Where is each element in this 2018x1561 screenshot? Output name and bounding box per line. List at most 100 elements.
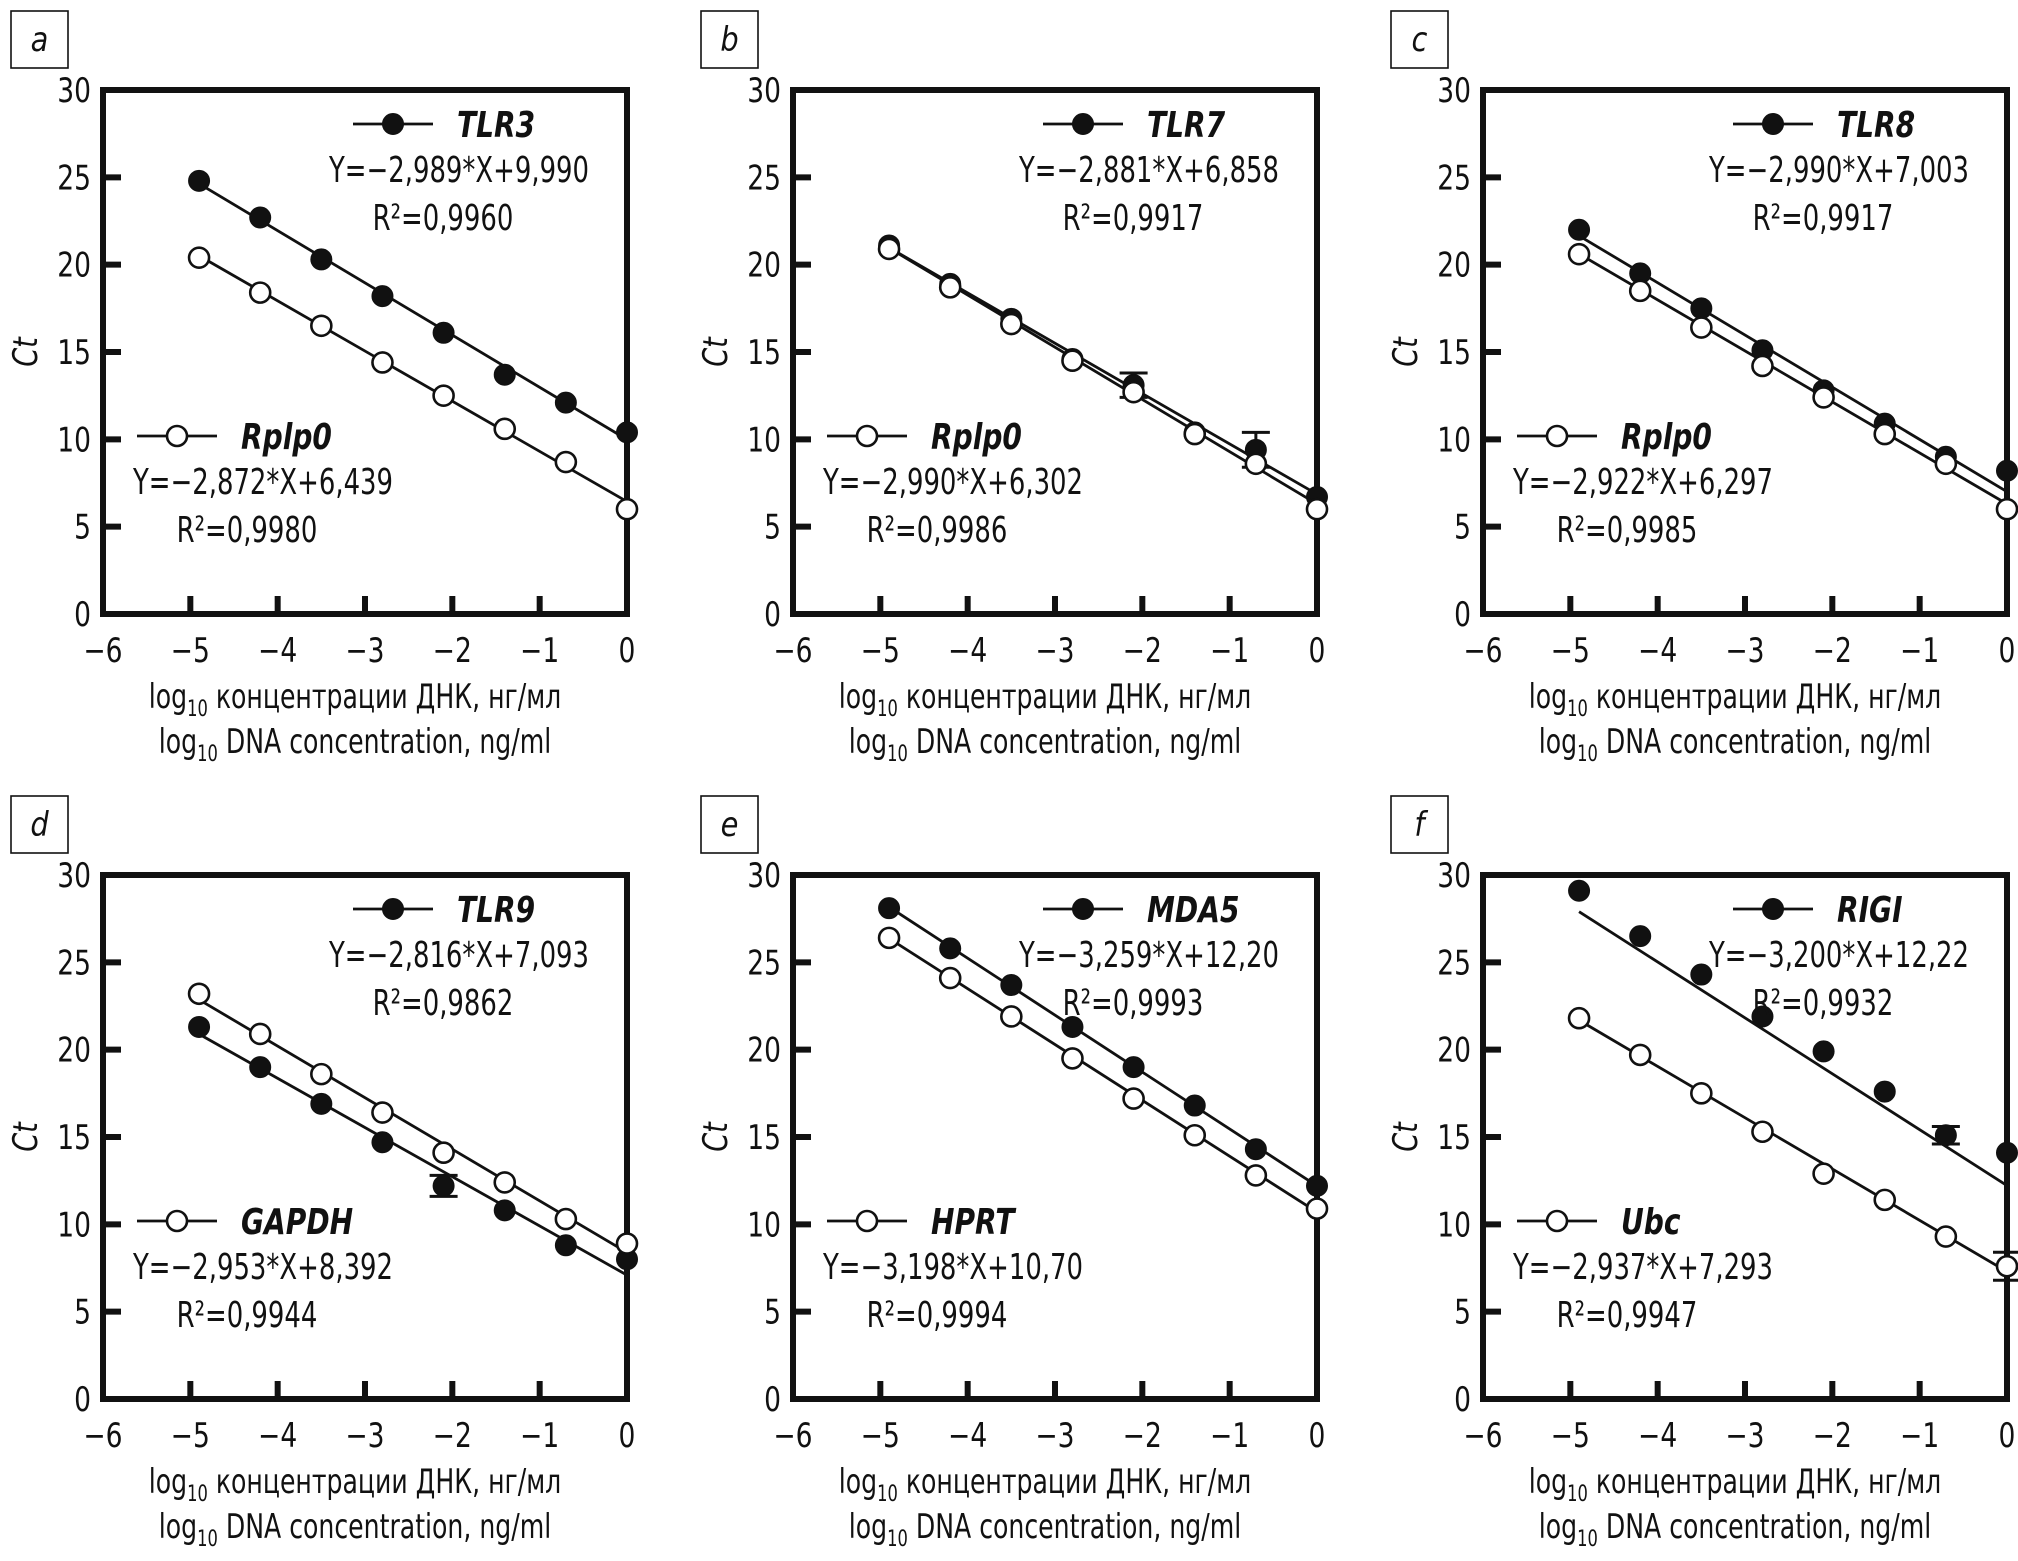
x-tick-label: −4 xyxy=(948,1417,987,1456)
x-tick-label-group: 0 xyxy=(619,632,636,671)
data-point xyxy=(1751,354,1774,378)
y-tick-label: 25 xyxy=(747,944,781,983)
x-tick-label-group: −1 xyxy=(520,632,559,671)
y-tick-label: 0 xyxy=(1454,596,1471,635)
r-squared: R²=0,9944 xyxy=(177,1295,318,1336)
data-point xyxy=(1183,1123,1207,1147)
panel-label-group: b xyxy=(720,21,738,60)
data-point xyxy=(877,926,901,950)
y-tick-label-group: 5 xyxy=(74,1294,91,1333)
x-axis-label-ru-group: log10 концентрации ДНК, нг/мл xyxy=(149,677,561,721)
y-tick-label-group: 30 xyxy=(1437,72,1471,111)
fit-equation: Y=−2,881*X+6,858 xyxy=(1018,150,1279,191)
data-point xyxy=(1305,497,1329,521)
data-point xyxy=(493,1199,516,1222)
y-tick-label-group: 5 xyxy=(764,509,781,548)
x-tick-label: −4 xyxy=(258,632,297,671)
data-point xyxy=(1812,386,1835,409)
y-axis-label: Ct xyxy=(6,335,46,366)
r-squared-group: R²=0,9947 xyxy=(1557,1295,1698,1336)
data-point xyxy=(188,169,211,192)
x-axis-label-en-group: log10 DNA concentration, ng/ml xyxy=(1539,1507,1931,1551)
y-tick-label: 25 xyxy=(747,159,781,198)
y-tick-label: 5 xyxy=(1454,1294,1471,1333)
x-tick-label: −1 xyxy=(1900,1417,1939,1456)
fit-equation-group: Y=−2,937*X+7,293 xyxy=(1512,1247,1773,1288)
y-tick-label-group: 0 xyxy=(74,596,91,635)
x-tick-label-group: −2 xyxy=(1813,632,1852,671)
data-point xyxy=(1183,422,1207,446)
y-tick-label-group: 25 xyxy=(57,944,91,983)
data-point xyxy=(1873,1188,1897,1212)
x-tick-label: −2 xyxy=(433,1417,472,1456)
data-point xyxy=(1244,452,1268,476)
fit-equation: Y=−3,259*X+12,20 xyxy=(1018,935,1279,976)
legend-label: TLR3 xyxy=(457,104,535,146)
fit-equation: Y=−2,816*X+7,093 xyxy=(328,935,589,976)
fit-line xyxy=(198,998,628,1254)
x-tick-label-group: −2 xyxy=(1123,1417,1162,1456)
y-tick-label-group: 25 xyxy=(1437,159,1471,198)
x-tick-label-group: −3 xyxy=(1725,632,1764,671)
data-point xyxy=(1996,459,2018,482)
fit-equation: Y=−3,200*X+12,22 xyxy=(1708,935,1969,976)
x-axis-label-ru: log10 концентрации ДНК, нг/мл xyxy=(149,1462,561,1506)
fit-line xyxy=(1578,910,2008,1187)
legend-marker-filled xyxy=(382,113,404,135)
x-axis-label-ru: log10 концентрации ДНК, нг/мл xyxy=(839,1462,1251,1506)
data-point xyxy=(310,1062,333,1086)
fit-line xyxy=(1578,234,2008,493)
data-point xyxy=(1568,879,1591,902)
panel-label: a xyxy=(31,21,49,60)
y-tick-label-group: 15 xyxy=(57,1119,91,1158)
y-tick-label-group: 15 xyxy=(57,334,91,373)
panel-b: b 0 5 10 15 20 25 30 −6 −5 −4 −3 −2 −1 0 Ct log10 концен… xyxy=(696,10,1329,767)
x-tick-label: −3 xyxy=(345,632,384,671)
x-tick-label: −6 xyxy=(773,1417,812,1456)
fit-equation: Y=−2,990*X+6,302 xyxy=(822,462,1083,503)
y-tick-label: 15 xyxy=(747,334,781,373)
x-tick-label: −4 xyxy=(948,632,987,671)
fit-equation-group: Y=−3,200*X+12,22 xyxy=(1708,935,1969,976)
data-point xyxy=(1751,1120,1774,1144)
x-tick-label-group: 0 xyxy=(1999,632,2016,671)
data-point xyxy=(1690,297,1713,320)
y-tick-label: 15 xyxy=(57,334,91,373)
legend-label: MDA5 xyxy=(1147,889,1239,931)
data-point xyxy=(187,246,211,269)
y-tick-label-group: 30 xyxy=(747,857,781,896)
y-tick-label-group: 10 xyxy=(1437,421,1471,460)
y-axis-label-group: Ct xyxy=(696,1120,736,1151)
y-axis-label-group: Ct xyxy=(6,1120,46,1151)
data-point xyxy=(615,1232,639,1255)
x-tick-label-group: 0 xyxy=(1309,632,1326,671)
y-tick-label: 5 xyxy=(74,509,91,548)
data-point xyxy=(939,937,962,960)
fit-equation-group: Y=−2,816*X+7,093 xyxy=(328,935,589,976)
x-axis-label-en: log10 DNA concentration, ng/ml xyxy=(1539,1507,1931,1551)
r-squared-group: R²=0,9862 xyxy=(373,983,514,1024)
x-tick-label-group: −1 xyxy=(1900,1417,1939,1456)
y-tick-label: 15 xyxy=(1437,334,1471,373)
data-point xyxy=(1934,452,1958,476)
y-tick-label: 15 xyxy=(57,1119,91,1158)
legend-marker-filled xyxy=(382,898,404,920)
legend-label: Rplp0 xyxy=(931,416,1022,458)
x-tick-label-group: −1 xyxy=(1210,1417,1249,1456)
panel-e: e 0 5 10 15 20 25 30 −6 −5 −4 −3 −2 −1 0 Ct log10 концен… xyxy=(696,795,1329,1552)
x-tick-label: −5 xyxy=(171,632,210,671)
data-point xyxy=(187,982,211,1006)
data-point xyxy=(1873,1080,1896,1103)
r-squared: R²=0,9917 xyxy=(1063,198,1204,239)
y-tick-label: 20 xyxy=(1437,247,1471,286)
data-point xyxy=(310,1092,333,1115)
x-tick-label-group: −2 xyxy=(433,1417,472,1456)
y-tick-label-group: 20 xyxy=(747,1032,781,1071)
y-tick-label-group: 5 xyxy=(74,509,91,548)
y-tick-label-group: 20 xyxy=(57,247,91,286)
y-tick-label: 0 xyxy=(764,596,781,635)
y-tick-label-group: 5 xyxy=(1454,1294,1471,1333)
r-squared-group: R²=0,9985 xyxy=(1557,510,1698,551)
